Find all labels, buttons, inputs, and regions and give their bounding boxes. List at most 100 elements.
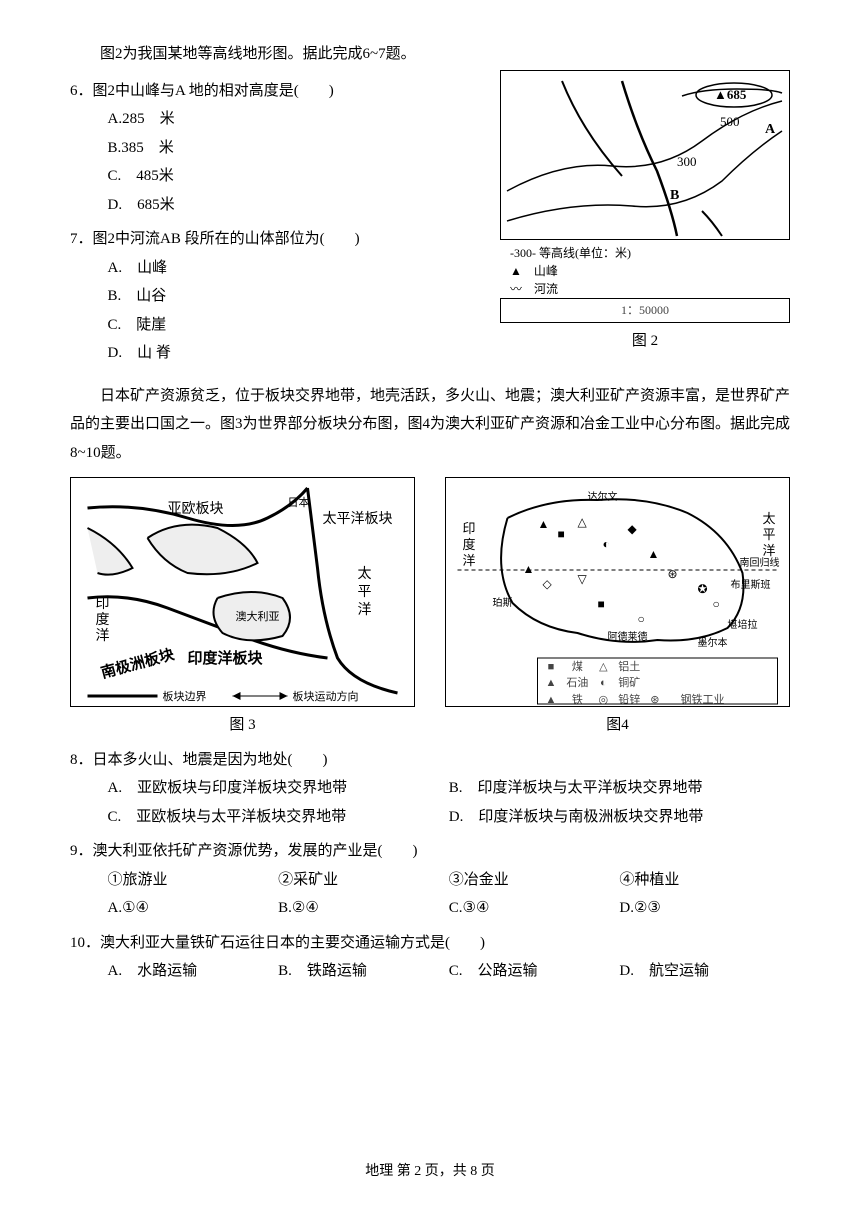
- eurasia-label: 亚欧板块: [168, 501, 224, 517]
- indian-plate-label: 印度洋板块: [188, 649, 264, 667]
- q9-circles: ①旅游业 ②采矿业 ③冶金业 ④种植业: [108, 866, 791, 895]
- q7-opt-d: D. 山 脊: [108, 339, 474, 368]
- q9-opt-a: A.①④: [108, 894, 279, 923]
- svg-text:▲: ▲: [538, 517, 550, 531]
- svg-text:◆: ◆: [628, 522, 638, 536]
- q6-opt-a: A.285 米: [108, 105, 474, 134]
- legend-peak: ▲ 山峰: [510, 262, 790, 280]
- peak-label: ▲685: [714, 87, 747, 102]
- q10-opt-c: C. 公路运输: [449, 957, 620, 986]
- q7-opt-b: B. 山谷: [108, 282, 474, 311]
- contour-map-icon: ▲685 500 300 A B: [502, 71, 788, 239]
- q10-opt-a: A. 水路运输: [108, 957, 279, 986]
- perth: 珀斯: [493, 596, 513, 609]
- q8-opt-d: D. 印度洋板块与南极洲板块交界地带: [449, 803, 790, 832]
- legend-contour: -300- 等高线(单位：米): [510, 244, 790, 262]
- question-10: 10．澳大利亚大量铁矿石运往日本的主要交通运输方式是( ) A. 水路运输 B.…: [70, 929, 790, 986]
- pacific-plate-label: 太平洋板块: [323, 511, 393, 527]
- svg-text:◐: ◐: [603, 537, 610, 551]
- point-a: A: [765, 122, 776, 137]
- figure-2-scale-box: 1：50000: [500, 298, 790, 323]
- svg-text:▲: ▲: [648, 547, 660, 561]
- legend-boundary: 板块边界: [163, 689, 207, 703]
- q9-num: 9．: [70, 843, 93, 859]
- q10-opt-d: D. 航空运输: [619, 957, 790, 986]
- figure-3-map: 亚欧板块 太平洋板块 太平洋 印度洋 澳大利亚 印度洋板块 南极洲板块 日本 板…: [70, 477, 415, 707]
- figure-2-scale: 1：50000: [621, 299, 669, 322]
- antarctic-label: 南极洲板块: [99, 645, 177, 682]
- q7-options: A. 山峰 B. 山谷 C. 陡崖 D. 山 脊: [108, 254, 474, 368]
- japan-label: 日本: [288, 495, 310, 509]
- darwin: 达尔文: [588, 490, 618, 503]
- question-6: 6．图2中山峰与A 地的相对高度是( ) A.285 米 B.385 米 C. …: [70, 77, 473, 220]
- q9-opt-b: B.②④: [278, 894, 449, 923]
- contour-300: 300: [677, 154, 697, 169]
- figure-4-map: 南回归线 印度洋 太平洋 达尔文 珀斯 阿德莱德 墨尔本 堪培拉 布里斯班 ■煤…: [445, 477, 790, 707]
- q10-stem: 澳大利亚大量铁矿石运往日本的主要交通运输方式是( ): [100, 935, 485, 951]
- q6-opt-b: B.385 米: [108, 134, 474, 163]
- section-q6-q7: 图2为我国某地等高线地形图。据此完成6~7题。 ▲685 500 300 A B…: [70, 40, 790, 368]
- plate-map-icon: 亚欧板块 太平洋板块 太平洋 印度洋 澳大利亚 印度洋板块 南极洲板块 日本 板…: [71, 478, 414, 706]
- q7-num: 7．: [70, 231, 93, 247]
- pacific-ocean-label: 太平洋: [358, 566, 372, 618]
- q8-opt-a: A. 亚欧板块与印度洋板块交界地带: [108, 774, 449, 803]
- svg-text:⊛: ⊛: [668, 567, 678, 581]
- q6-opt-c: C. 485米: [108, 162, 474, 191]
- q10-num: 10．: [70, 935, 100, 951]
- passage-2: 日本矿产资源贫乏，位于板块交界地带，地壳活跃，多火山、地震；澳大利亚矿产资源丰富…: [70, 382, 790, 468]
- q10-options: A. 水路运输 B. 铁路运输 C. 公路运输 D. 航空运输: [108, 957, 791, 986]
- svg-text:■: ■: [598, 597, 605, 611]
- canberra: 堪培拉: [728, 618, 758, 631]
- q6-stem: 图2中山峰与A 地的相对高度是( ): [93, 83, 334, 99]
- melbourne: 墨尔本: [698, 636, 728, 649]
- passage-1: 图2为我国某地等高线地形图。据此完成6~7题。: [70, 40, 790, 69]
- figure-2-caption: 图 2: [500, 327, 790, 356]
- figure-2-container: ▲685 500 300 A B -300- 等高线(单位：米) ▲ 山峰 〰 …: [500, 70, 790, 355]
- svg-text:◇: ◇: [543, 577, 553, 591]
- q6-q7-wrap: 6．图2中山峰与A 地的相对高度是( ) A.285 米 B.385 米 C. …: [70, 77, 473, 368]
- legend-table: ■煤△铝土 ▲石油◐铜矿 ▲铁◎铅锌⊛钢铁工业 ◆锰◇金✪有色冶金工业 ▽镍☐铀…: [540, 658, 742, 704]
- figure-2-legend: -300- 等高线(单位：米) ▲ 山峰 〰 河流: [500, 244, 790, 298]
- q10-opt-b: B. 铁路运输: [278, 957, 449, 986]
- brisbane: 布里斯班: [731, 578, 771, 591]
- svg-text:○: ○: [713, 597, 720, 611]
- q9-circ-2: ②采矿业: [278, 866, 449, 895]
- indian-ocean-label: 印度洋: [96, 596, 110, 644]
- q9-circ-1: ①旅游业: [108, 866, 279, 895]
- figure-4-col: 南回归线 印度洋 太平洋 达尔文 珀斯 阿德莱德 墨尔本 堪培拉 布里斯班 ■煤…: [445, 477, 790, 740]
- svg-text:✪: ✪: [698, 582, 708, 596]
- pacific-ocean-4: 太平洋: [763, 511, 776, 558]
- adelaide: 阿德莱德: [608, 630, 648, 643]
- q9-opt-c: C.③④: [449, 894, 620, 923]
- point-b: B: [670, 188, 679, 203]
- figure-4-caption: 图4: [445, 711, 790, 740]
- question-8: 8．日本多火山、地震是因为地处( ) A. 亚欧板块与印度洋板块交界地带 B. …: [70, 746, 790, 832]
- q7-opt-a: A. 山峰: [108, 254, 474, 283]
- svg-text:○: ○: [638, 612, 645, 626]
- q6-opt-d: D. 685米: [108, 191, 474, 220]
- svg-text:△: △: [578, 515, 588, 529]
- q9-opt-d: D.②③: [619, 894, 790, 923]
- figure-row: 亚欧板块 太平洋板块 太平洋 印度洋 澳大利亚 印度洋板块 南极洲板块 日本 板…: [70, 477, 790, 740]
- indian-ocean-4: 印度洋: [463, 521, 476, 568]
- q7-opt-c: C. 陡崖: [108, 311, 474, 340]
- contour-500: 500: [720, 114, 740, 129]
- q6-num: 6．: [70, 83, 93, 99]
- svg-text:▽: ▽: [578, 572, 588, 586]
- q8-opt-c: C. 亚欧板块与太平洋板块交界地带: [108, 803, 449, 832]
- q8-options: A. 亚欧板块与印度洋板块交界地带 B. 印度洋板块与太平洋板块交界地带 C. …: [108, 774, 791, 831]
- figure-3-caption: 图 3: [70, 711, 415, 740]
- svg-text:▲: ▲: [523, 562, 535, 576]
- australia-label: 澳大利亚: [236, 609, 280, 623]
- q8-opt-b: B. 印度洋板块与太平洋板块交界地带: [449, 774, 790, 803]
- page-footer: 地理 第 2 页，共 8 页: [0, 1159, 860, 1186]
- q9-stem: 澳大利亚依托矿产资源优势，发展的产业是( ): [93, 843, 418, 859]
- q8-stem: 日本多火山、地震是因为地处( ): [93, 752, 328, 768]
- figure-3-col: 亚欧板块 太平洋板块 太平洋 印度洋 澳大利亚 印度洋板块 南极洲板块 日本 板…: [70, 477, 415, 740]
- q6-options: A.285 米 B.385 米 C. 485米 D. 685米: [108, 105, 474, 219]
- question-7: 7．图2中河流AB 段所在的山体部位为( ) A. 山峰 B. 山谷 C. 陡崖…: [70, 225, 473, 368]
- legend-move: 板块运动方向: [293, 689, 359, 703]
- svg-text:■: ■: [558, 527, 565, 541]
- q8-num: 8．: [70, 752, 93, 768]
- australia-map-icon: 南回归线 印度洋 太平洋 达尔文 珀斯 阿德莱德 墨尔本 堪培拉 布里斯班 ■煤…: [446, 478, 789, 706]
